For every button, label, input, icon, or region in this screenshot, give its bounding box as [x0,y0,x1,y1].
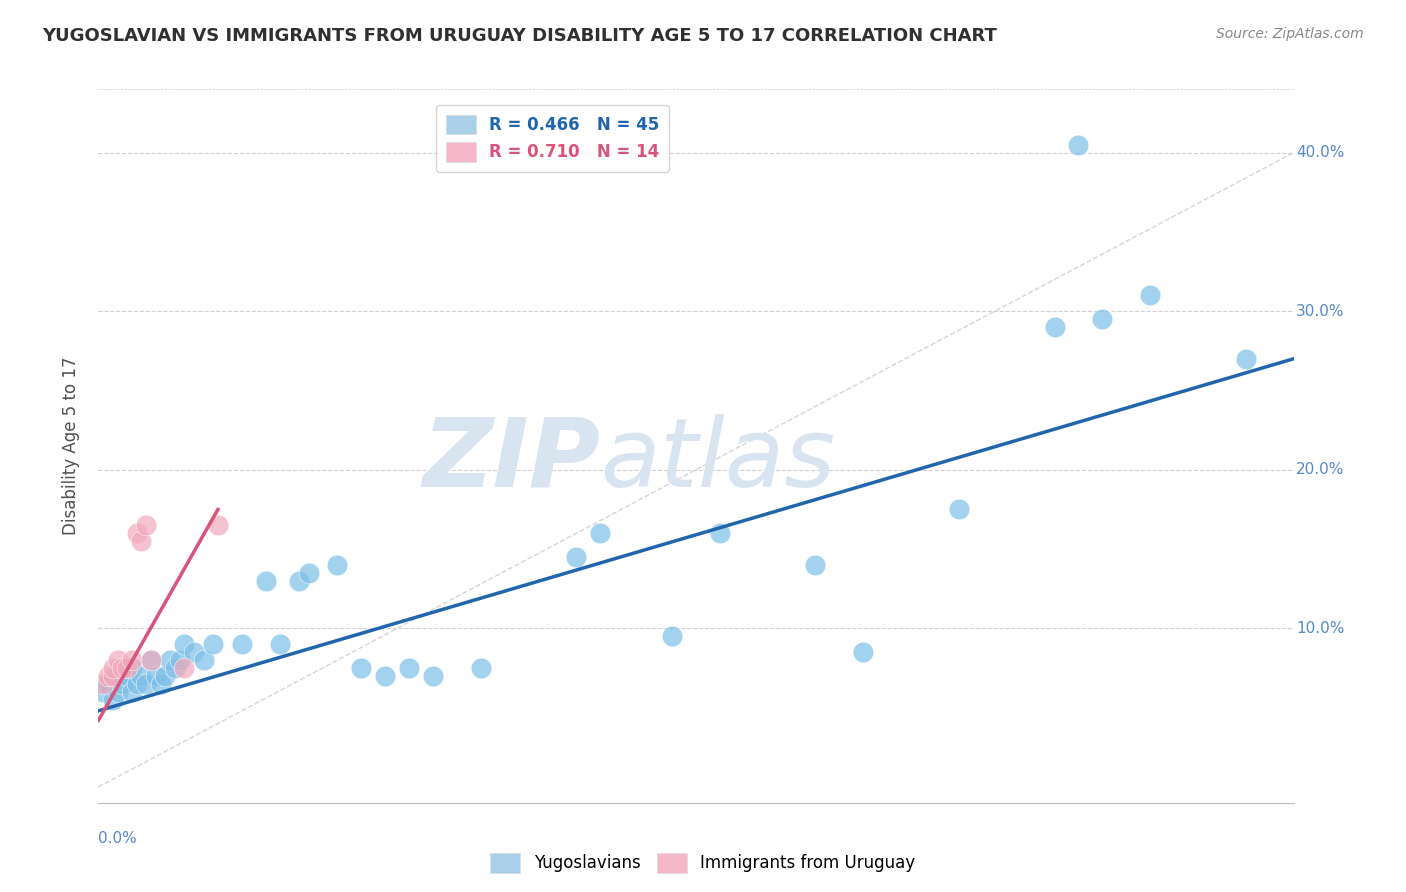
Point [326,558,349,572]
Point [131,669,153,683]
Point [115,661,138,675]
Point [139,653,162,667]
Point [565,549,588,564]
Y-axis label: Disability Age 5 to 17: Disability Age 5 to 17 [62,357,80,535]
Point [135,677,157,691]
Point [101,692,124,706]
Text: 20.0%: 20.0% [1296,462,1344,477]
Text: atlas: atlas [600,414,835,507]
Point [1139,288,1161,302]
Point [173,661,195,675]
Point [91,685,114,699]
Point [193,653,215,667]
Point [254,574,277,588]
Point [121,653,143,667]
Point [1234,351,1257,366]
Point [163,661,186,675]
Point [661,629,683,643]
Text: YUGOSLAVIAN VS IMMIGRANTS FROM URUGUAY DISABILITY AGE 5 TO 17 CORRELATION CHART: YUGOSLAVIAN VS IMMIGRANTS FROM URUGUAY D… [42,27,997,45]
Point [155,669,177,683]
Text: 0.0%: 0.0% [98,831,138,847]
Point [398,661,420,675]
Point [107,685,129,699]
Point [115,669,138,683]
Point [159,653,181,667]
Point [422,669,444,683]
Text: Source: ZipAtlas.com: Source: ZipAtlas.com [1216,27,1364,41]
Point [709,526,731,541]
Point [135,518,157,533]
Point [121,685,143,699]
Point [804,558,827,572]
Point [97,669,120,683]
Point [107,669,129,683]
Point [852,645,875,659]
Point [149,677,172,691]
Text: 40.0%: 40.0% [1296,145,1344,161]
Point [374,669,396,683]
Point [91,677,114,691]
Point [173,637,195,651]
Point [288,574,311,588]
Point [1091,312,1114,326]
Point [350,661,373,675]
Point [1043,320,1066,334]
Legend: R = 0.466   N = 45, R = 0.710   N = 14: R = 0.466 N = 45, R = 0.710 N = 14 [436,104,669,171]
Text: ZIP: ZIP [422,414,600,507]
Point [139,653,162,667]
Point [169,653,191,667]
Point [1067,137,1090,152]
Point [101,661,124,675]
Point [131,534,153,549]
Point [202,637,225,651]
Text: 30.0%: 30.0% [1296,303,1344,318]
Legend: Yugoslavians, Immigrants from Uruguay: Yugoslavians, Immigrants from Uruguay [484,847,922,880]
Point [111,677,134,691]
Point [111,661,134,675]
Point [589,526,612,541]
Point [125,677,148,691]
Point [121,661,143,675]
Point [298,566,321,580]
Point [207,518,229,533]
Text: 10.0%: 10.0% [1296,621,1344,636]
Point [269,637,291,651]
Point [231,637,253,651]
Point [125,526,148,541]
Point [948,502,970,516]
Point [470,661,492,675]
Point [183,645,205,659]
Point [97,677,120,691]
Point [145,669,167,683]
Point [107,653,129,667]
Point [101,669,124,683]
